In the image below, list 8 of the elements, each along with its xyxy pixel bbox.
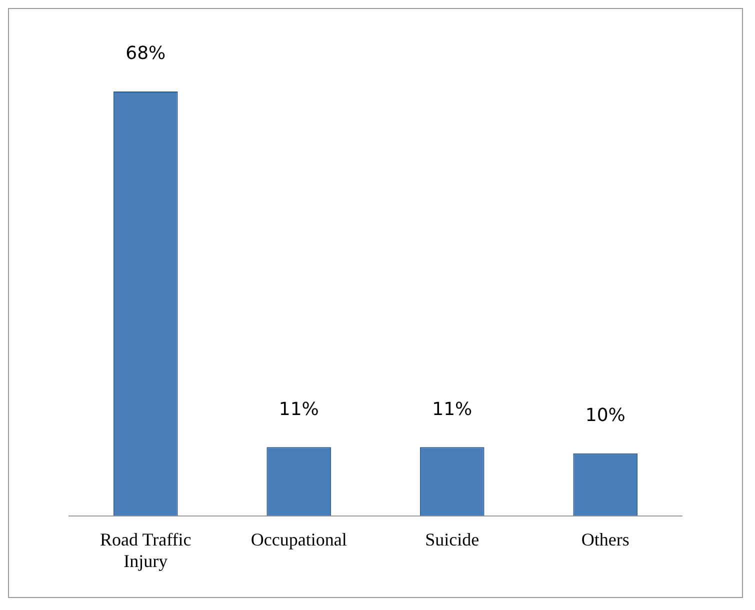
- x-tick-label: Occupational: [250, 529, 347, 550]
- x-tick-label: Suicide: [425, 529, 480, 550]
- data-label: 68%: [126, 43, 166, 64]
- x-tick-label: Road Traffic Injury: [100, 529, 192, 571]
- data-label: 10%: [585, 405, 626, 426]
- x-tick-label: Others: [581, 529, 630, 550]
- data-label: 11%: [432, 398, 472, 420]
- data-label: 11%: [278, 398, 319, 420]
